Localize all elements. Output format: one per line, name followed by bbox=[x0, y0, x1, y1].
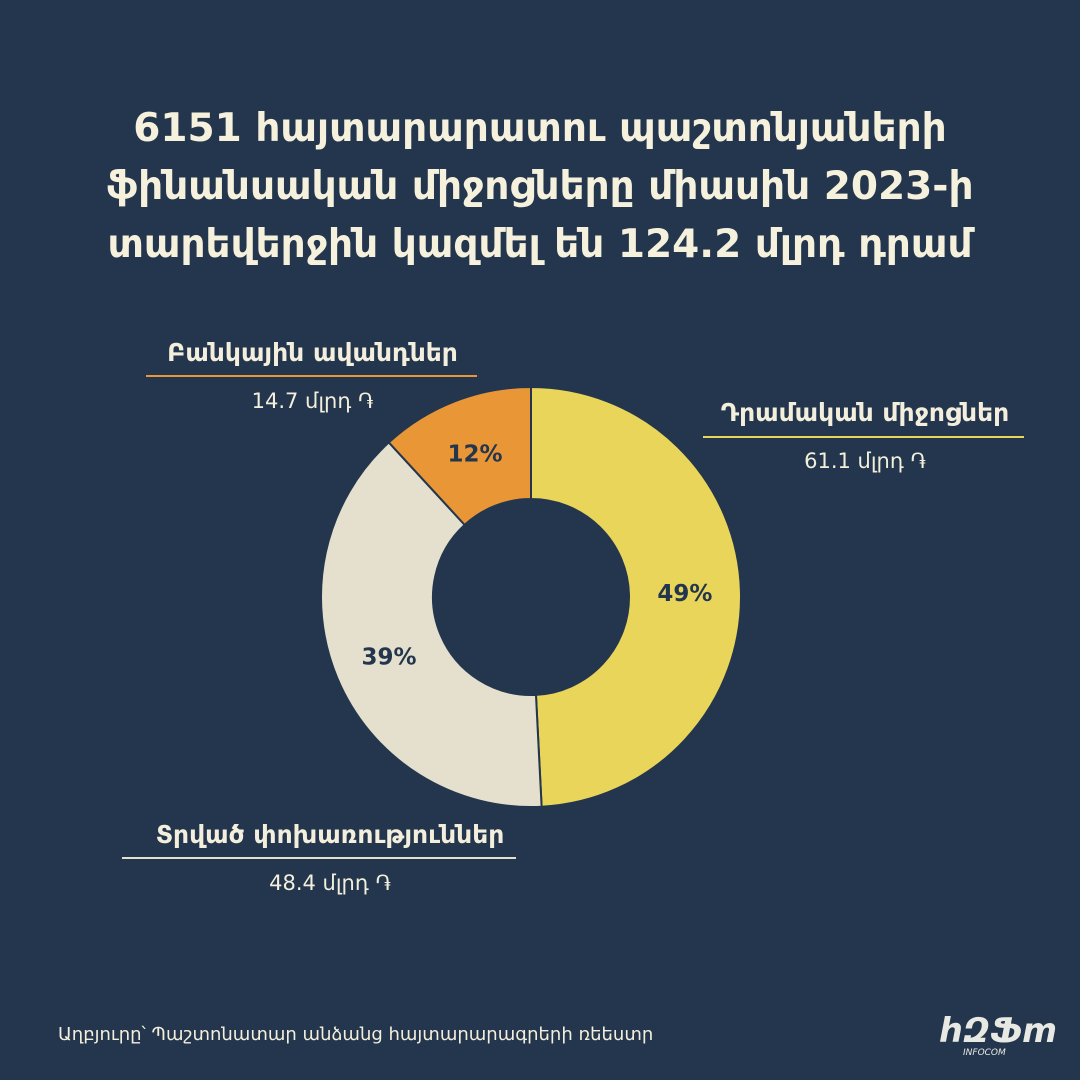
legend-item-cash: Դրամական միջոցներ 61.1 մլրդ ֏ bbox=[700, 398, 1030, 474]
legend-label-deposits: Բանկային ավանդներ bbox=[167, 338, 458, 367]
slice-loans bbox=[320, 441, 543, 808]
logo-text: հԶՖm bbox=[939, 1011, 1057, 1051]
logo-subtext: INFOCOM bbox=[963, 1048, 1006, 1058]
legend-label-cash: Դրամական միջոցներ bbox=[720, 398, 1010, 427]
legend-label-loans: Տրված փոխառություններ bbox=[155, 820, 505, 849]
slice-cash bbox=[530, 385, 742, 808]
infocom-logo: հԶՖm INFOCOM bbox=[939, 1011, 1057, 1058]
pct-label-deposits: 12% bbox=[448, 442, 503, 468]
legend-item-deposits: Բանկային ավանդներ 14.7 մլրդ ֏ bbox=[140, 338, 485, 414]
page-title: 6151 հայտարարատու պաշտոնյաների ֆինանսակա… bbox=[40, 100, 1040, 274]
slice-deposits bbox=[387, 385, 532, 527]
pct-label-loans: 39% bbox=[361, 645, 416, 671]
title-line-3: տարեվերջին կազմել են 124.2 մլրդ դրամ bbox=[107, 222, 973, 267]
pct-label-cash: 49% bbox=[657, 581, 712, 607]
title-line-2: ֆինանսական միջոցները միասին 2023-ի bbox=[106, 164, 974, 209]
title-line-1: 6151 հայտարարատու պաշտոնյաների bbox=[133, 106, 947, 151]
source-note: Աղբյուրը՝ Պաշտոնատար անձանց հայտարարագրե… bbox=[58, 1024, 654, 1045]
legend-value-deposits: 14.7 մլրդ ֏ bbox=[251, 389, 374, 413]
legend-value-loans: 48.4 մլրդ ֏ bbox=[269, 871, 391, 895]
legend-value-cash: 61.1 մլրդ ֏ bbox=[804, 449, 926, 473]
legend-item-loans: Տրված փոխառություններ 48.4 մլրդ ֏ bbox=[110, 820, 550, 896]
